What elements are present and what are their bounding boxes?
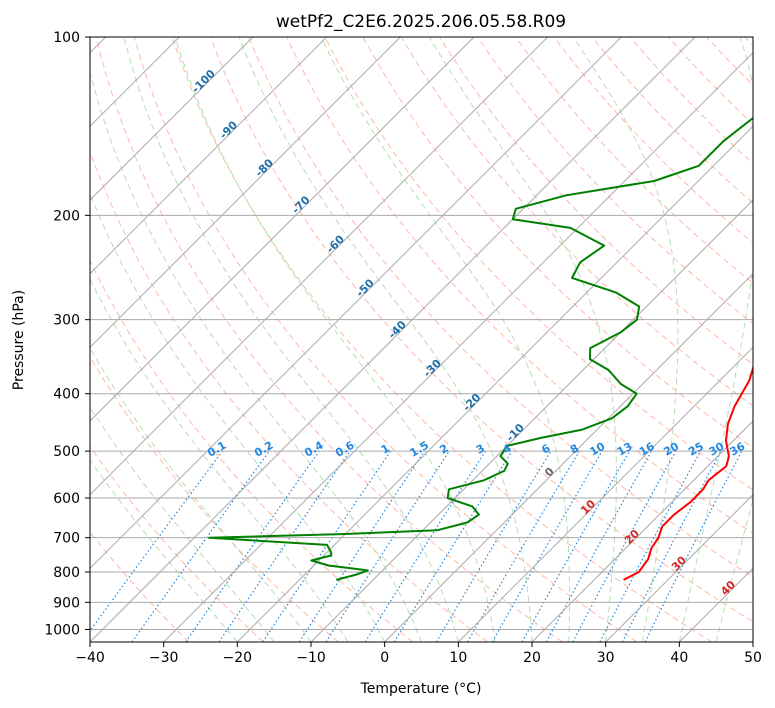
isotherm-grid — [90, 37, 753, 642]
isotherm-line — [90, 37, 402, 349]
y-tick-label: 500 — [53, 444, 80, 460]
mixing-ratio-line — [393, 450, 513, 642]
isotherm-line — [90, 37, 549, 496]
dry-adiabat-line — [248, 37, 753, 578]
y-axis-ticks: 100 200 300 400 500 600 700 800 900 1000 — [44, 30, 90, 638]
moist-adiabat-line — [238, 37, 533, 642]
isotherm-line — [605, 493, 753, 642]
isotherm-line — [90, 37, 475, 422]
moist-adiabats — [90, 37, 753, 642]
isobar-grid — [90, 37, 753, 630]
y-tick-label: 100 — [53, 30, 80, 46]
y-tick-label: 600 — [53, 491, 80, 507]
dry-adiabat-line — [90, 445, 264, 642]
mixing-ratio-line — [325, 450, 450, 642]
isotherm-line — [90, 37, 328, 275]
moist-adiabat-line — [90, 192, 386, 642]
x-axis-ticks: −40 −30 −20 −10 0 10 20 30 40 50 — [75, 642, 762, 666]
temperature-line — [623, 364, 753, 581]
dry-adiabat-line — [286, 37, 753, 534]
dry-adiabat-line — [171, 37, 712, 642]
sounding-series — [208, 116, 753, 581]
mixing-ratio-line — [185, 450, 320, 642]
y-tick-label: 800 — [53, 565, 80, 581]
x-tick-label: 10 — [449, 650, 467, 666]
mixing-ratio-line — [90, 450, 223, 632]
dry-adiabat-line — [209, 37, 753, 623]
plot-frame — [89, 36, 754, 643]
moist-adiabat-line — [90, 459, 238, 642]
moist-adiabat-line — [90, 70, 422, 642]
moist-adiabat-line — [90, 406, 275, 642]
isotherm-line — [457, 346, 753, 642]
x-tick-label: −40 — [75, 650, 105, 666]
dry-adiabat-line — [400, 37, 753, 407]
moist-adiabat-line — [715, 497, 753, 642]
x-tick-label: 20 — [523, 650, 541, 666]
x-axis-label: Temperature (°C) — [360, 681, 482, 697]
mixing-ratio-line — [644, 450, 743, 642]
moist-adiabat-line — [123, 37, 459, 642]
isotherm-line — [90, 37, 254, 201]
dry-adiabat-line — [133, 37, 638, 642]
dewpoint-line — [208, 116, 753, 581]
isotherm-line — [236, 125, 753, 642]
y-axis-label: Pressure (hPa) — [11, 290, 27, 390]
isotherm-line — [752, 641, 753, 642]
chart-title: wetPf2_C2E6.2025.206.05.58.R09 — [276, 12, 566, 32]
x-tick-label: 0 — [380, 650, 389, 666]
moist-adiabat-line — [428, 37, 617, 642]
isotherm-line — [163, 51, 753, 642]
dry-adiabat-line — [324, 37, 753, 491]
mixing-ratio-line — [218, 450, 351, 642]
dry-adiabat-line — [770, 24, 775, 642]
moist-adiabat-line — [90, 278, 349, 642]
y-tick-label: 700 — [53, 531, 80, 547]
dry-adiabat-line — [90, 356, 339, 642]
y-tick-label: 900 — [53, 595, 80, 611]
y-tick-label: 200 — [53, 208, 80, 224]
moist-adiabat-line — [174, 37, 496, 642]
isotherm-line — [531, 420, 753, 642]
mixing-ratio-line — [298, 450, 425, 642]
mixing-ratio-lines — [90, 450, 743, 642]
y-tick-label: 1000 — [44, 622, 80, 638]
moist-adiabat-line — [572, 37, 679, 642]
x-tick-label: −30 — [149, 650, 179, 666]
y-tick-label: 400 — [53, 387, 80, 403]
isotherm-line — [90, 37, 623, 570]
dry-adiabat-line — [95, 37, 563, 642]
x-tick-label: 40 — [670, 650, 688, 666]
mixing-ratio-line — [131, 450, 270, 642]
dry-adiabat-line — [90, 150, 488, 642]
plot-background — [90, 37, 753, 642]
x-tick-label: −20 — [223, 650, 253, 666]
dry-adiabats — [90, 24, 775, 642]
moist-adiabat-line — [678, 37, 753, 642]
mixing-ratio-line — [545, 450, 653, 642]
x-tick-label: 30 — [597, 650, 615, 666]
mixing-ratio-line — [572, 450, 677, 642]
dry-adiabat-line — [438, 37, 753, 366]
isotherm-line — [90, 37, 696, 642]
x-tick-label: −10 — [296, 650, 326, 666]
mixing-ratio-line — [262, 450, 392, 642]
isotherm-line — [384, 272, 753, 642]
y-tick-label: 300 — [53, 313, 80, 329]
mixing-ratio-line — [521, 450, 631, 642]
x-tick-label: 50 — [744, 650, 762, 666]
dry-adiabat-line — [362, 37, 753, 449]
